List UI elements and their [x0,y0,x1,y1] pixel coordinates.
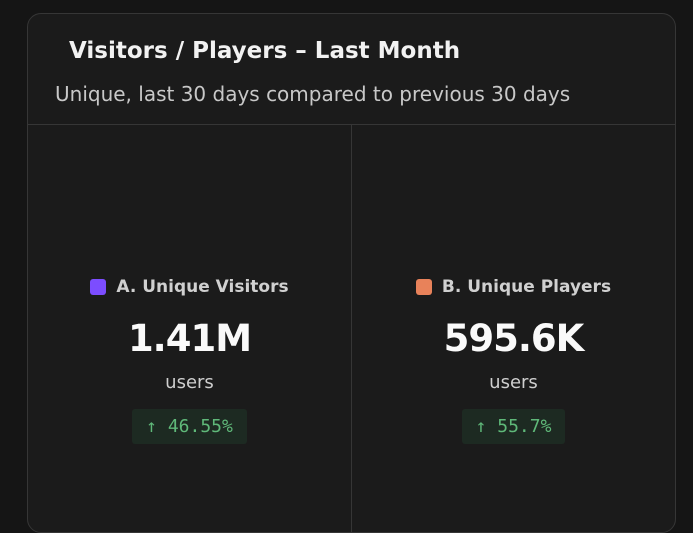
metric-unit: users [165,372,214,393]
metric-unit: users [489,372,538,393]
change-badge: ↑ 55.7% [461,409,566,444]
metric-column: A. Unique Visitors 1.41M users ↑ 46.55% [28,125,351,532]
legend-swatch [90,279,107,295]
metric-value: 1.41M [127,317,252,360]
metric-column: B. Unique Players 595.6K users ↑ 55.7% [351,125,675,532]
metric: A. Unique Visitors 1.41M users ↑ 46.55% [28,275,351,444]
metric-value: 595.6K [443,317,585,360]
metric-label: B. Unique Players [441,277,612,297]
page: Visitors / Players – Last Month Unique, … [27,13,676,533]
metric-label: A. Unique Visitors [116,277,289,297]
card: Visitors / Players – Last Month Unique, … [27,13,676,533]
divider [28,124,675,125]
metrics: A. Unique Visitors 1.41M users ↑ 46.55% B. U… [28,125,675,532]
metric: B. Unique Players 595.6K users ↑ 55.7% [352,275,675,444]
legend-swatch [415,279,432,295]
card-subtitle: Unique, last 30 days compared to previou… [55,82,571,106]
change-badge: ↑ 46.55% [132,409,247,444]
metric-label-row: B. Unique Players [415,275,612,299]
card-title: Visitors / Players – Last Month [69,38,461,64]
metric-label-row: A. Unique Visitors [90,275,289,299]
